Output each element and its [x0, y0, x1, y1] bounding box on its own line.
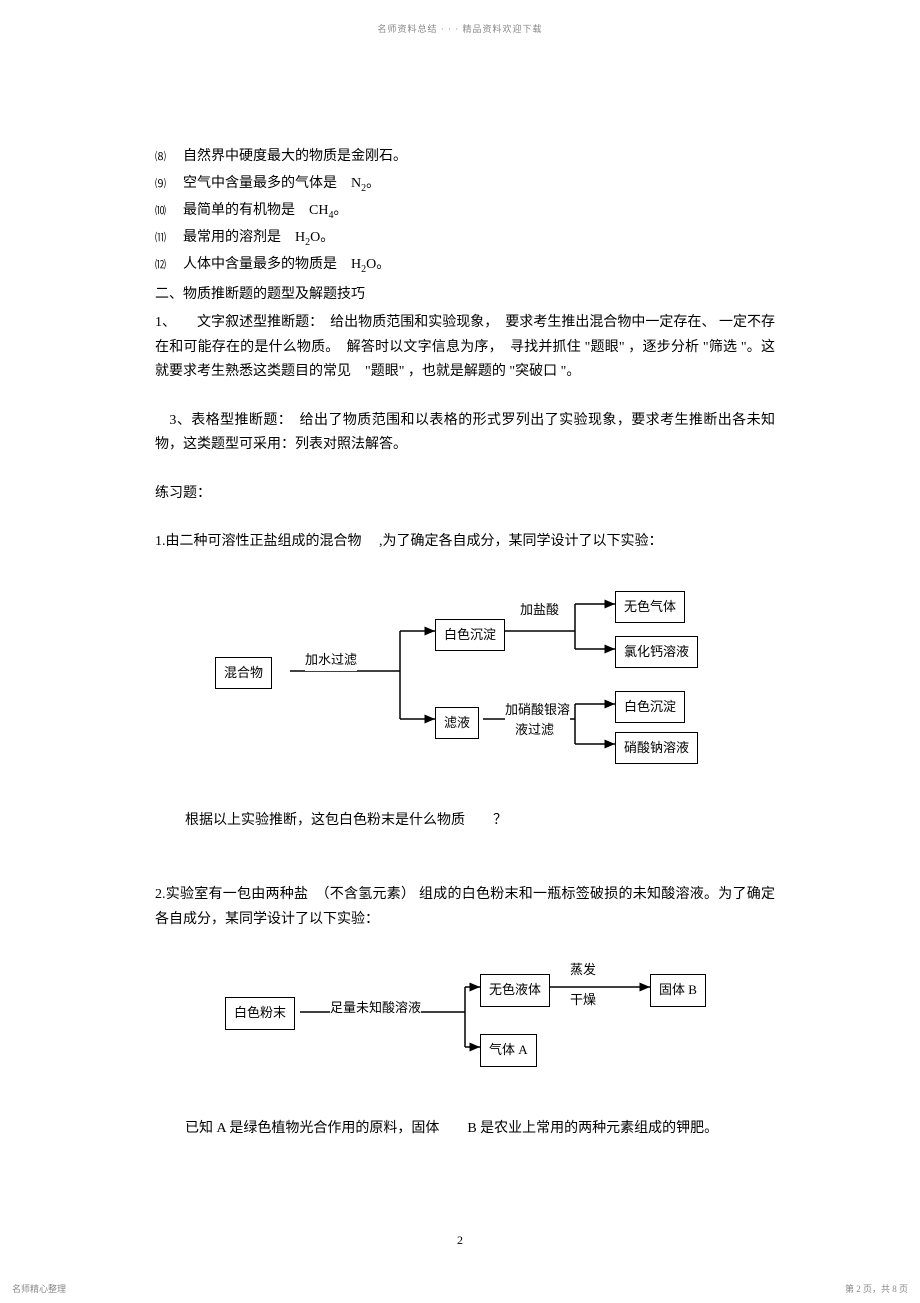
list-item-12: ⑿ 人体中含量最多的物质是 H2O。: [155, 253, 775, 278]
label-hcl: 加盐酸: [520, 599, 559, 622]
practice-title: 练习题：: [155, 482, 775, 507]
label-dry: 干燥: [570, 989, 596, 1012]
q2-footer: 已知 A 是绿色植物光合作用的原料，固体 B 是农业上常用的两种元素组成的钾肥。: [185, 1117, 775, 1142]
list-num: ⑻: [155, 145, 183, 170]
box-white-precip2: 白色沉淀: [615, 691, 685, 724]
diagram-1: 混合物 加水过滤 白色沉淀 加盐酸 无色气体 氯化钙溶液 滤液 加硝酸银溶 液过…: [205, 579, 725, 779]
list-item-10: ⑽ 最简单的有机物是 CH4。: [155, 199, 775, 224]
main-content: ⑻ 自然界中硬度最大的物质是金刚石。 ⑼ 空气中含量最多的气体是 N2。 ⑽ 最…: [155, 145, 775, 1192]
page-header: 名师资料总结 · · · 精品资料欢迎下载: [0, 22, 920, 35]
label-evap: 蒸发: [570, 959, 596, 982]
box-cacl2: 氯化钙溶液: [615, 636, 698, 669]
list-item-8: ⑻ 自然界中硬度最大的物质是金刚石。: [155, 145, 775, 170]
list-text: 最简单的有机物是 CH4。: [183, 199, 775, 224]
list-num: ⑽: [155, 199, 183, 224]
footer-left: 名师精心整理: [12, 1282, 66, 1295]
box-white-powder: 白色粉末: [225, 997, 295, 1030]
list-text: 人体中含量最多的物质是 H2O。: [183, 253, 775, 278]
list-text: 空气中含量最多的气体是 N2。: [183, 172, 775, 197]
diagram-2: 白色粉末 足量未知酸溶液 无色液体 气体 A 蒸发 干燥 固体 B: [200, 947, 730, 1097]
box-mixture: 混合物: [215, 657, 272, 690]
q1-caption: 根据以上实验推断，这包白色粉末是什么物质 ？: [185, 809, 775, 834]
box-filtrate: 滤液: [435, 707, 479, 740]
list-num: ⑼: [155, 172, 183, 197]
list-text: 最常用的溶剂是 H2O。: [183, 226, 775, 251]
box-white-precip: 白色沉淀: [435, 619, 505, 652]
box-colorless-liquid: 无色液体: [480, 974, 550, 1007]
paragraph-3: 3、表格型推断题： 给出了物质范围和以表格的形式罗列出了实验现象，要求考生推断出…: [155, 409, 775, 458]
list-item-9: ⑼ 空气中含量最多的气体是 N2。: [155, 172, 775, 197]
paragraph-1: 1、 文字叙述型推断题： 给出物质范围和实验现象， 要求考生推出混合物中一定存在…: [155, 311, 775, 385]
list-text: 自然界中硬度最大的物质是金刚石。: [183, 145, 775, 170]
label-agno3-2: 液过滤: [515, 719, 554, 742]
list-num: ⑿: [155, 253, 183, 278]
list-item-11: ⑾ 最常用的溶剂是 H2O。: [155, 226, 775, 251]
box-nano3: 硝酸钠溶液: [615, 732, 698, 765]
question-1: 1.由二种可溶性正盐组成的混合物 ,为了确定各自成分，某同学设计了以下实验：: [155, 530, 775, 555]
box-gas-a: 气体 A: [480, 1034, 537, 1067]
box-solid-b: 固体 B: [650, 974, 706, 1007]
section-title: 二、物质推断题的题型及解题技巧: [155, 283, 775, 308]
label-filter: 加水过滤: [305, 649, 357, 672]
box-colorless-gas: 无色气体: [615, 591, 685, 624]
list-num: ⑾: [155, 226, 183, 251]
label-acid: 足量未知酸溶液: [330, 997, 421, 1020]
footer-right: 第 2 页，共 8 页: [845, 1282, 908, 1295]
page-number: 2: [0, 1233, 920, 1248]
question-2: 2.实验室有一包由两种盐 （不含氢元素） 组成的白色粉末和一瓶标签破损的未知酸溶…: [155, 883, 775, 932]
